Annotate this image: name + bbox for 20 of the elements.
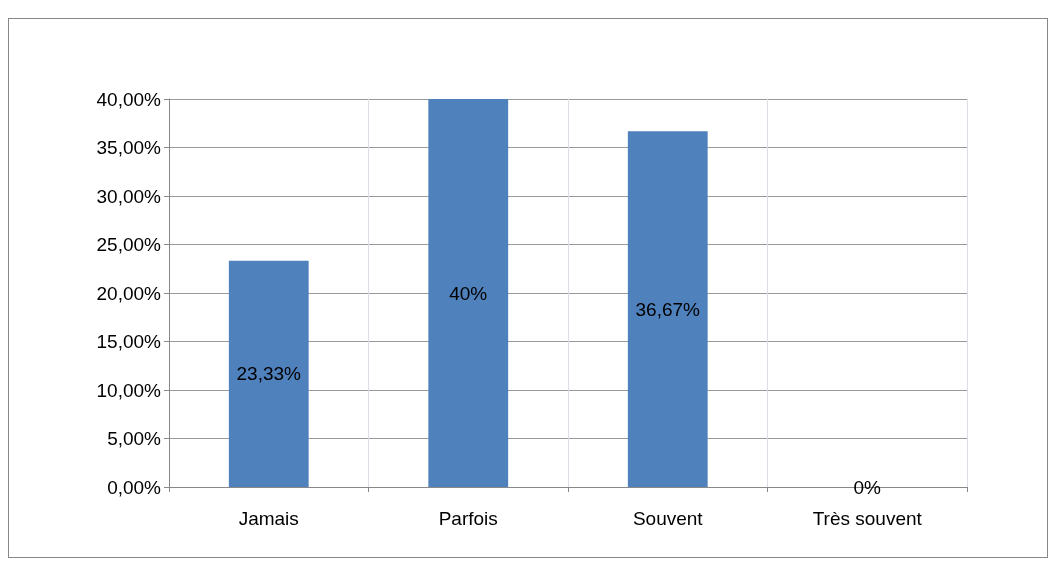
x-tick-label: Souvent xyxy=(632,508,704,529)
data-label: 0% xyxy=(853,476,882,498)
y-tick-label: 5,00% xyxy=(107,428,162,449)
data-label: 40% xyxy=(449,282,488,304)
x-tick-label: Très souvent xyxy=(812,508,923,529)
y-tick-label: 20,00% xyxy=(96,282,162,304)
x-tick-label: Parfois xyxy=(438,508,498,529)
data-label: 23,33% xyxy=(236,363,302,385)
data-label: 36,67% xyxy=(635,298,701,320)
y-tick-label: 30,00% xyxy=(96,185,162,207)
y-tick-label: 35,00% xyxy=(96,137,162,158)
y-tick-label: 40,00% xyxy=(96,88,162,110)
y-tick-label: 10,00% xyxy=(96,379,162,401)
bar xyxy=(627,131,708,487)
y-tick-label: 15,00% xyxy=(96,331,162,352)
y-tick-label: 0,00% xyxy=(107,476,162,498)
bar xyxy=(428,99,509,487)
bar xyxy=(228,260,309,487)
x-tick-label: Jamais xyxy=(238,508,299,529)
y-tick-label: 25,00% xyxy=(96,234,162,255)
